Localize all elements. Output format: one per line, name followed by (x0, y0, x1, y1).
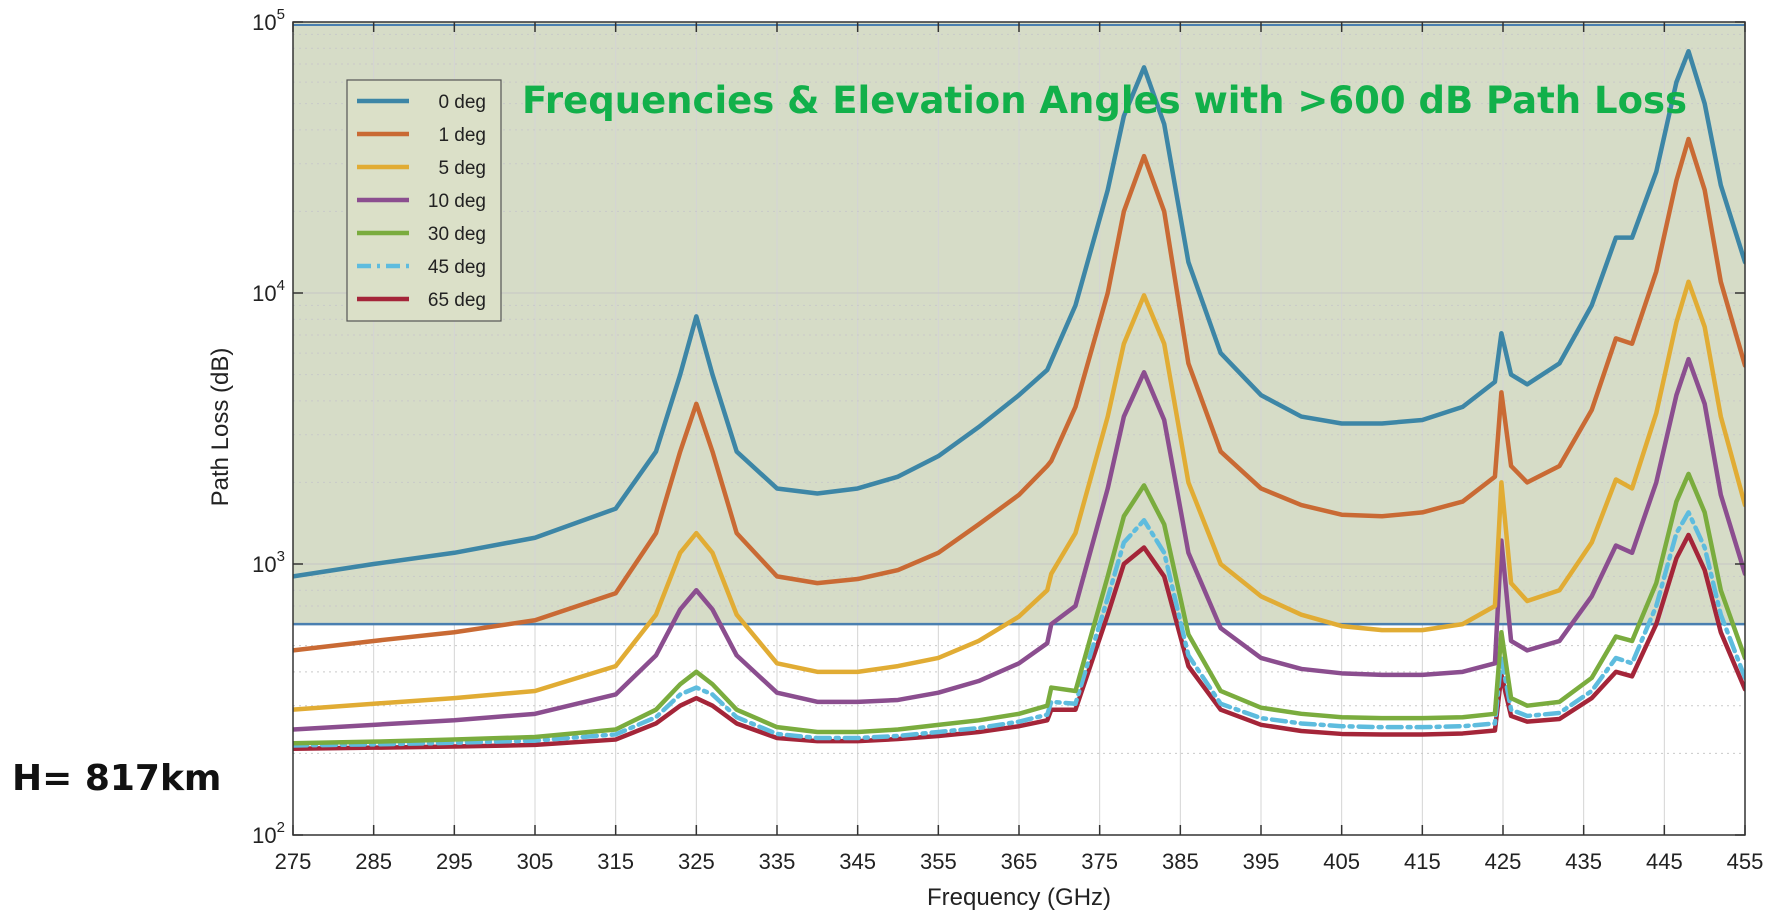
legend-label-30-deg: 30 deg (428, 224, 486, 245)
x-tick-label: 285 (355, 849, 392, 874)
x-tick-label: 385 (1162, 849, 1199, 874)
series-line-30-deg (293, 471, 1745, 746)
x-tick-label: 365 (1001, 849, 1038, 874)
x-tick-label: 375 (1081, 849, 1118, 874)
x-tick-label: 345 (839, 849, 876, 874)
y-tick-label: 104 (252, 277, 285, 306)
x-tick-label: 315 (597, 849, 634, 874)
y-tick-label: 102 (252, 819, 285, 848)
x-tick-label: 325 (678, 849, 715, 874)
altitude-label: H= 817km (12, 758, 221, 799)
y-axis-label: Path Loss (dB) (207, 348, 234, 507)
legend: 0 deg 1 deg 5 deg 10 deg 30 deg 45 deg 65 deg (346, 79, 502, 322)
x-tick-label: 395 (1243, 849, 1280, 874)
x-tick-label: 405 (1323, 849, 1360, 874)
series-line-0-deg (293, 48, 1745, 579)
x-tick-label: 335 (759, 849, 796, 874)
x-tick-label: 455 (1727, 849, 1764, 874)
y-tick-label: 103 (252, 548, 285, 577)
x-axis-label: Frequency (GHz) (927, 884, 1111, 911)
x-tick-label: 415 (1404, 849, 1441, 874)
legend-label-5-deg: 5 deg (438, 158, 486, 179)
x-tick-label: 275 (275, 849, 312, 874)
series-line-65-deg (293, 532, 1745, 752)
legend-label-10-deg: 10 deg (428, 191, 486, 212)
axes-layer (292, 21, 1746, 836)
x-tick-label: 295 (436, 849, 473, 874)
x-tick-label: 425 (1485, 849, 1522, 874)
x-tick-label: 355 (920, 849, 957, 874)
legend-label-65-deg: 65 deg (428, 290, 486, 311)
legend-label-1-deg: 1 deg (438, 125, 486, 146)
legend-label-0-deg: 0 deg (438, 92, 486, 113)
grid-layer (292, 21, 1746, 836)
series-line-45-deg (293, 510, 1745, 748)
x-tick-label: 435 (1565, 849, 1602, 874)
tick-label-layer: 275 285 295 305 315 325 335 345 355 365 375 385 395 4… (252, 6, 1763, 874)
x-tick-label: 445 (1646, 849, 1683, 874)
series-line-5-deg (293, 279, 1745, 712)
x-tick-label: 305 (517, 849, 554, 874)
series-line-1-deg (293, 136, 1745, 653)
annotation-title: Frequencies & Elevation Angles with >600… (522, 79, 1687, 122)
series-line-10-deg (293, 356, 1745, 732)
legend-label-45-deg: 45 deg (428, 257, 486, 278)
series-layer (293, 48, 1745, 752)
y-tick-label: 105 (252, 6, 285, 35)
